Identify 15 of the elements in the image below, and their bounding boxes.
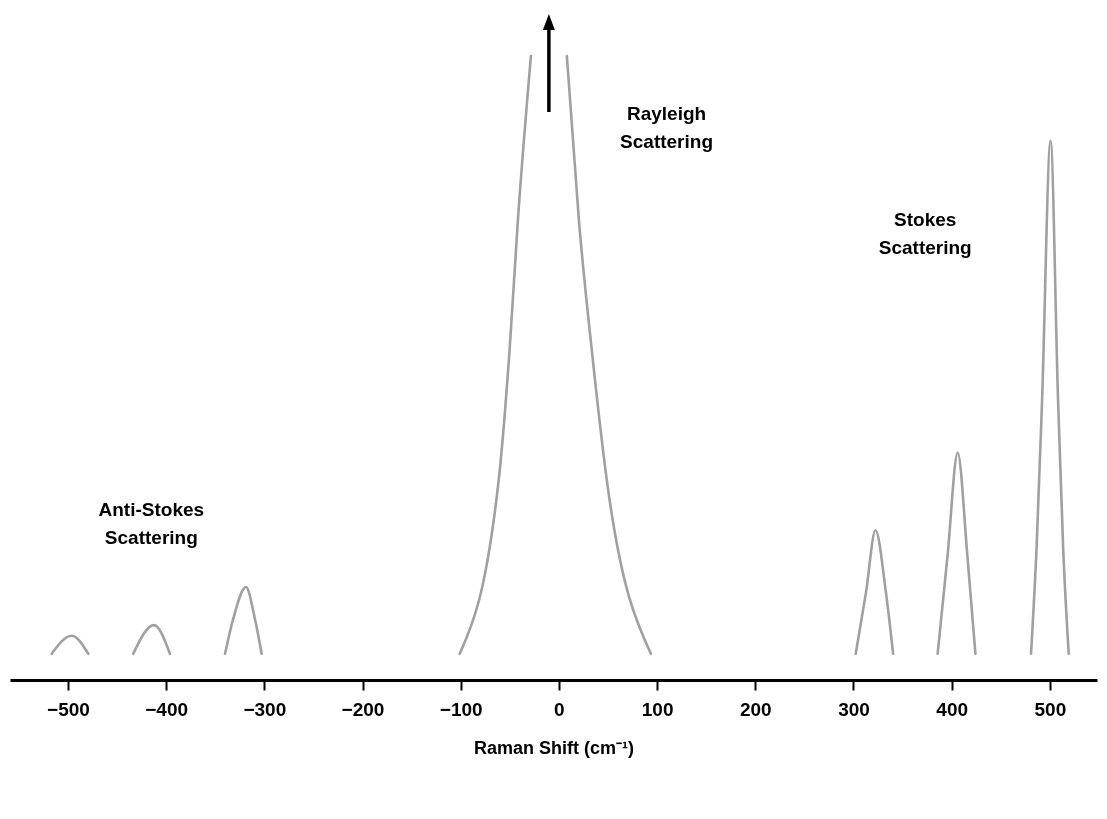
annotation: Rayleigh Scattering xyxy=(620,103,714,153)
x-tick-label: 400 xyxy=(936,698,969,720)
x-tick-label: 500 xyxy=(1034,698,1067,720)
x-tick-label: −100 xyxy=(439,698,483,720)
x-tick-label: −400 xyxy=(145,698,189,720)
x-tick-label: 200 xyxy=(739,698,772,720)
x-tick-label: −200 xyxy=(341,698,385,720)
annotation: Stokes Scattering xyxy=(878,209,972,259)
x-tick-label: 300 xyxy=(838,698,870,720)
x-axis-title: Raman Shift (cm⁻¹) xyxy=(473,737,635,758)
annotation: Anti-Stokes Scattering xyxy=(98,499,205,549)
x-tick-label: 100 xyxy=(641,698,674,720)
x-tick-label: −500 xyxy=(47,698,90,720)
x-tick-label: −300 xyxy=(243,698,287,720)
x-tick-label: 0 xyxy=(554,698,565,720)
